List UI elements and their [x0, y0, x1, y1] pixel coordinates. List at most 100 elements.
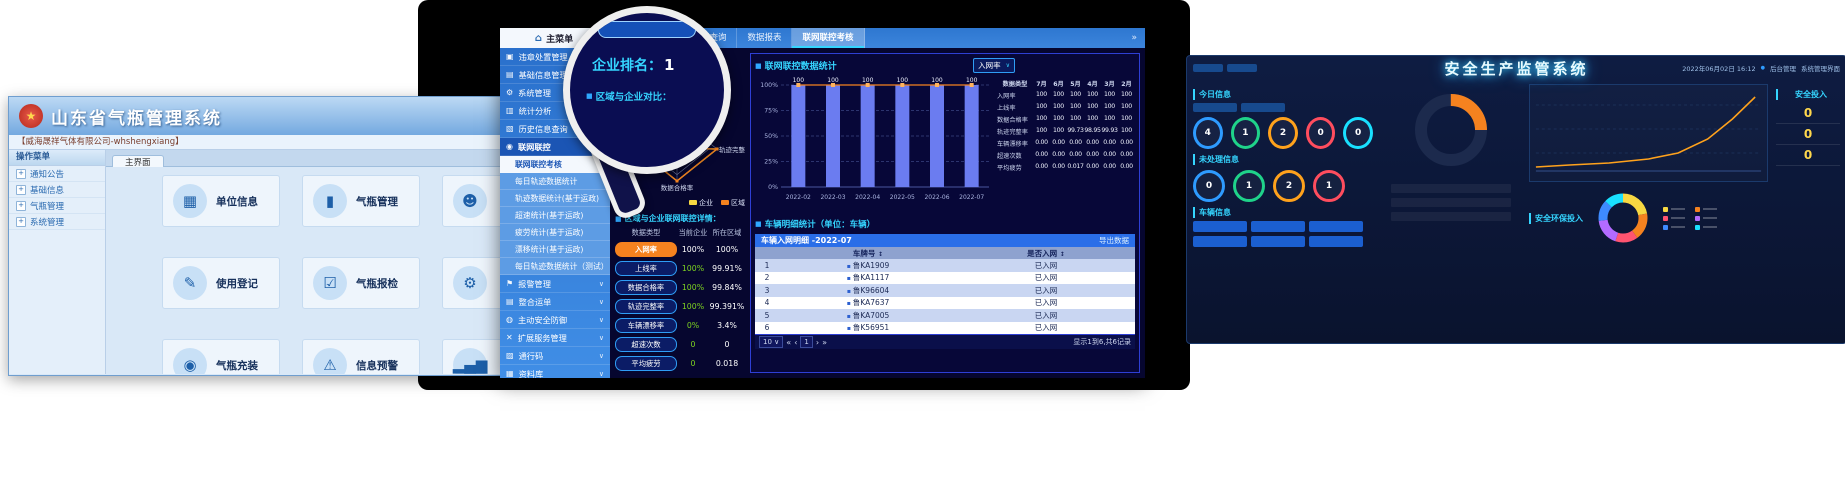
header-pill-button[interactable]: [1193, 64, 1223, 72]
next-page-icon[interactable]: ›: [815, 337, 820, 347]
vehicle-stat-pill[interactable]: [1309, 236, 1363, 247]
tile-inspect[interactable]: ☑ 气瓶报检: [302, 257, 420, 309]
tile-register[interactable]: ✎ 使用登记: [162, 257, 280, 309]
first-page-icon[interactable]: «: [786, 337, 792, 347]
plate-col-header[interactable]: 车牌号 ↕: [852, 248, 884, 258]
sort-icon[interactable]: ↕: [1059, 250, 1065, 258]
expand-icon[interactable]: +: [16, 216, 26, 227]
tile-partial[interactable]: ▂▄▆: [442, 339, 501, 374]
sidebar-item-label: 主动安全防御: [517, 314, 568, 325]
console-link[interactable]: 系统管理界面: [1801, 65, 1840, 73]
dashboard-sidebar: ▣ 违章处置管理 ∨ ▤ 基础信息管理 ∨ ⚙ 系统管理 ▥ 统计分析 ∨ ▧ 历史信息查询 ∨ ◉ 联网联控…: [500, 48, 610, 378]
table-row[interactable]: 3 ▪ 鲁K96604 已入网: [755, 284, 1135, 297]
sidebar-item[interactable]: 联网联控考核: [500, 156, 610, 173]
metric-pill-button[interactable]: 入网率: [615, 242, 677, 257]
menu-glyph-icon: ▨: [506, 351, 514, 360]
metric-pill-button[interactable]: 数据合格率: [615, 280, 677, 295]
filter-pill-button[interactable]: [1193, 103, 1237, 112]
table-row[interactable]: 5 ▪ 鲁KA7005 已入网: [755, 309, 1135, 322]
table-row[interactable]: 6 ▪ 鲁K56951 已入网: [755, 321, 1135, 334]
plate-number: 鲁KA7637: [852, 298, 890, 308]
vehicle-stat-pill[interactable]: [1193, 236, 1247, 247]
legend-swatch: [1695, 224, 1700, 230]
expand-right-icon[interactable]: »: [1131, 33, 1137, 43]
sidebar-item[interactable]: ⚑ 报警管理 ∨: [500, 275, 610, 293]
tile-cylinder[interactable]: ▮ 气瓶管理: [302, 175, 420, 227]
metric-pill-button[interactable]: 轨迹完整率: [615, 299, 677, 314]
tab-2[interactable]: 数据报表: [737, 28, 793, 48]
sidebar-item[interactable]: ◍ 主动安全防御 ∨: [500, 311, 610, 329]
tile-partial[interactable]: ☻: [442, 175, 501, 227]
vehicle-stat-pill[interactable]: [1251, 236, 1305, 247]
sidebar-item[interactable]: 每日轨迹数据统计（测试）: [500, 258, 610, 275]
month-cell-value: 0.00: [1035, 151, 1048, 158]
app-title: 山东省气瓶管理系统: [51, 108, 222, 129]
metric-pill-button[interactable]: 上线率: [615, 261, 677, 276]
chevron-down-icon: ∨: [598, 315, 604, 324]
table-row[interactable]: 1 ▪ 鲁KA1909 已入网: [755, 259, 1135, 272]
metric-pill-button[interactable]: 超速次数: [615, 337, 677, 352]
x-tick-label: 2022-07: [959, 194, 984, 201]
expand-icon[interactable]: +: [16, 200, 26, 211]
month-cell-value: 0.00: [1035, 139, 1048, 146]
tile-label: 气瓶报检: [356, 277, 398, 290]
table-row[interactable]: 2 ▪ 鲁KA1117 已入网: [755, 271, 1135, 284]
expand-icon[interactable]: +: [16, 168, 26, 179]
tile-building[interactable]: ▦ 单位信息: [162, 175, 280, 227]
left-menu-item[interactable]: + 气瓶管理: [9, 198, 105, 214]
legend-text-placeholder: [1671, 226, 1685, 228]
filter-pill-button[interactable]: [1241, 103, 1285, 112]
sidebar-item[interactable]: ▨ 通行码 ∨: [500, 347, 610, 365]
chevron-down-icon: ∨: [598, 333, 604, 342]
metric-pill-button[interactable]: 车辆漂移率: [615, 318, 677, 333]
tile-partial[interactable]: ⚙: [442, 257, 501, 309]
expand-icon[interactable]: +: [16, 184, 26, 195]
tab-active[interactable]: 联网联控考核: [792, 28, 865, 48]
export-button[interactable]: 导出数据: [1099, 236, 1129, 245]
info-list: [1391, 184, 1511, 226]
tab-main[interactable]: 主界面: [112, 155, 164, 170]
header-pill-button[interactable]: [1227, 64, 1257, 72]
sidebar-item[interactable]: ✕ 扩展服务管理 ∨: [500, 329, 610, 347]
current-page[interactable]: 1: [800, 336, 813, 348]
vehicle-stat-pill[interactable]: [1251, 221, 1305, 232]
vehicle-stat-pill[interactable]: [1193, 221, 1247, 232]
month-cell-value: 100: [1036, 115, 1047, 122]
sidebar-item[interactable]: ▦ 资料库 ∨: [500, 365, 610, 379]
page-size-select[interactable]: 10 ∨: [759, 336, 784, 348]
sidebar-item[interactable]: ▤ 整合运单 ∨: [500, 293, 610, 311]
sidebar-item-label: 联网联控: [517, 141, 551, 152]
vehicle-stat-pill[interactable]: [1309, 221, 1363, 232]
sidebar-item-label: 系统管理: [518, 87, 551, 98]
stat-ring: 0: [1305, 117, 1336, 149]
admin-link[interactable]: 后台管理: [1770, 65, 1796, 73]
section-pending: 未处理信息: [1193, 154, 1373, 165]
table-row[interactable]: 4 ▪ 鲁KA7637 已入网: [755, 296, 1135, 309]
prev-page-icon[interactable]: ‹: [794, 337, 798, 347]
national-emblem-icon: ★: [19, 104, 43, 128]
logged-in-account: 【威海晟祥气体有限公司-whshengxiang】: [9, 135, 501, 150]
sidebar-item[interactable]: 漂移统计(基于运政): [500, 241, 610, 258]
month-cell-value: 0.00: [1103, 151, 1116, 158]
tile-filling[interactable]: ◉ 气瓶充装: [162, 339, 280, 374]
row-index: 1: [764, 260, 770, 270]
tile-alert[interactable]: ⚠ 信息预警: [302, 339, 420, 374]
sidebar-item[interactable]: 疲劳统计(基于运政): [500, 224, 610, 241]
month-cell-value: 100: [1036, 103, 1047, 110]
tab-label: 联网联控考核: [802, 33, 854, 43]
left-menu-item[interactable]: + 系统管理: [9, 214, 105, 230]
row-index: 3: [764, 285, 770, 295]
last-page-icon[interactable]: »: [822, 337, 827, 347]
sidebar-item[interactable]: ⚙ 系统管理: [500, 84, 610, 102]
metric-select[interactable]: 入网率 ∨: [973, 58, 1015, 73]
left-menu-item[interactable]: + 基础信息: [9, 182, 105, 198]
month-row-metric: 轨迹完整率: [997, 129, 1028, 136]
status-col-header[interactable]: 是否入网 ↕: [1027, 248, 1065, 258]
sidebar-item[interactable]: 超速统计(基于运政): [500, 207, 610, 224]
sidebar-item[interactable]: 轨迹数据统计(基于运政): [500, 190, 610, 207]
left-menu-item[interactable]: + 通知公告: [9, 166, 105, 182]
sidebar-item[interactable]: 每日轨迹数据统计: [500, 173, 610, 190]
metric-pill-button[interactable]: 平均疲劳: [615, 356, 677, 371]
plate-cell: ▪ 鲁KA7637: [779, 297, 957, 308]
sort-icon[interactable]: ↕: [878, 250, 884, 258]
